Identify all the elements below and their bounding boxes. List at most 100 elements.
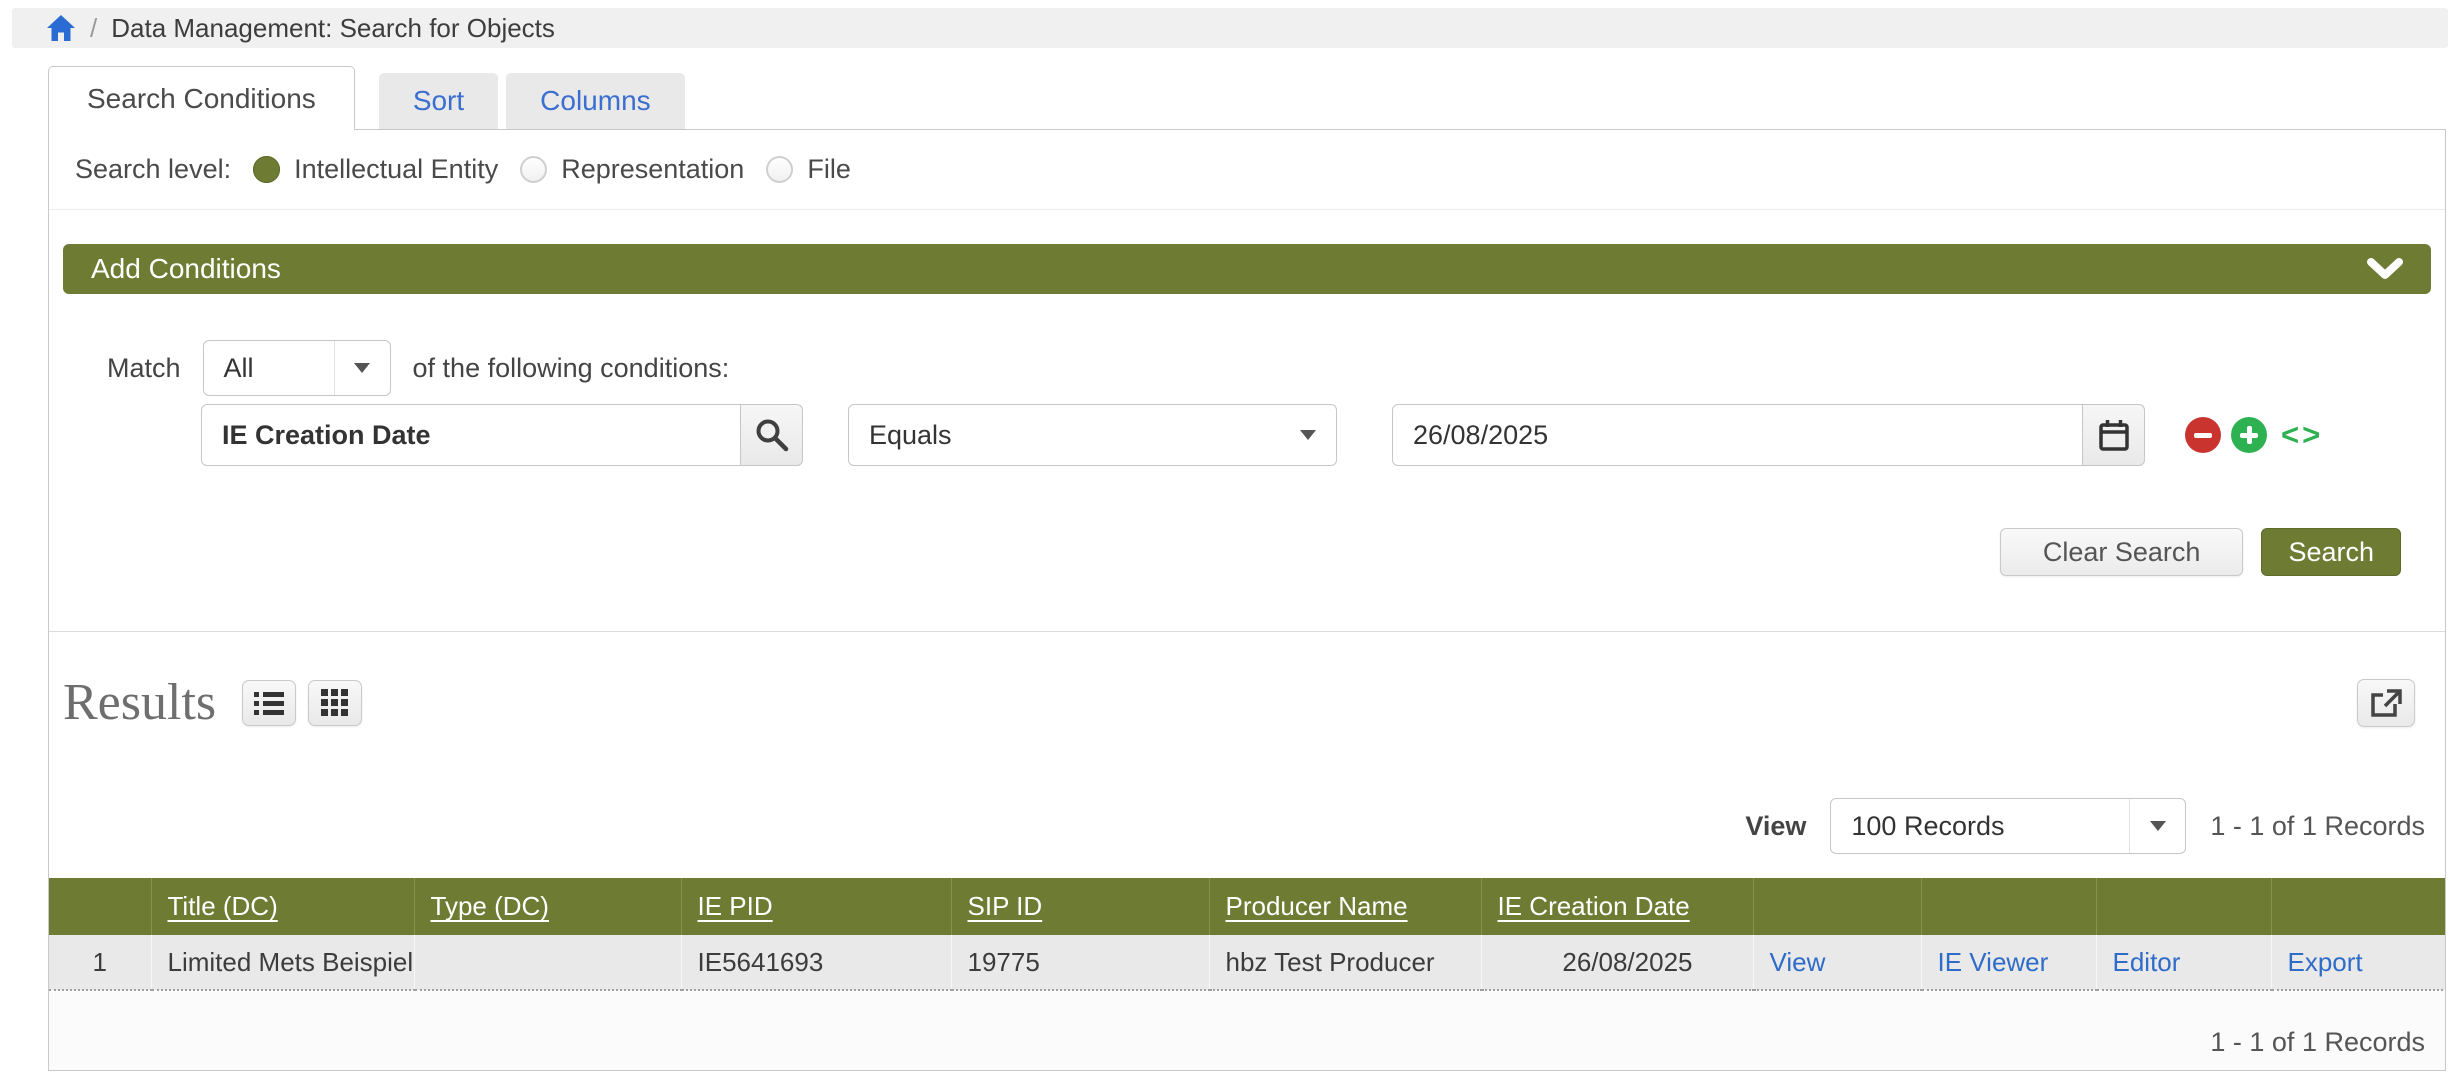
match-select-value: All	[223, 352, 254, 383]
results-heading: Results	[63, 674, 217, 731]
search-panel: Search level: Intellectual Entity Repres…	[48, 129, 2446, 1071]
breadcrumb-separator: /	[90, 12, 98, 43]
records-per-page-value: 100 Records	[1851, 810, 2005, 841]
radio-file[interactable]: File	[766, 154, 851, 185]
dropdown-caret-zone[interactable]	[2129, 799, 2185, 853]
tab-sort[interactable]: Sort	[378, 73, 499, 129]
col-sip-id[interactable]: SIP ID	[951, 878, 1210, 935]
tab-search-conditions[interactable]: Search Conditions	[48, 66, 355, 130]
operator-select[interactable]: Equals	[848, 404, 1337, 466]
cell-action-ie-viewer: IE Viewer	[1921, 935, 2097, 991]
results-view-toggle	[242, 680, 363, 726]
match-label: Match	[107, 352, 181, 383]
editor-link[interactable]: Editor	[2112, 946, 2181, 977]
search-button[interactable]: Search	[2261, 528, 2401, 576]
cell-action-export: Export	[2271, 935, 2445, 991]
list-icon	[254, 692, 285, 715]
condition-field-input[interactable]	[201, 404, 741, 466]
cell-title: Limited Mets Beispiel	[151, 935, 415, 991]
chevron-down-icon[interactable]	[2367, 258, 2403, 280]
export-link[interactable]: Export	[2287, 946, 2363, 977]
cell-type	[414, 935, 682, 991]
condition-row-actions: <>	[2185, 417, 2323, 453]
plus-icon	[2240, 426, 2258, 444]
results-section: Results	[48, 631, 2445, 1070]
add-conditions-header[interactable]: Add Conditions	[63, 244, 2431, 294]
records-count-bottom: 1 - 1 of 1 Records	[2210, 1027, 2425, 1057]
table-row: 1 Limited Mets Beispiel IE5641693 19775 …	[49, 935, 2445, 991]
results-table: Title (DC) Type (DC) IE PID SIP ID Produ…	[49, 878, 2445, 991]
cell-action-view: View	[1753, 935, 1922, 991]
add-conditions-title: Add Conditions	[91, 253, 281, 284]
condition-row: Equals	[201, 404, 2431, 466]
col-producer-name[interactable]: Producer Name	[1209, 878, 1482, 935]
code-view-icon[interactable]: <>	[2281, 417, 2324, 452]
match-suffix: of the following conditions:	[412, 352, 730, 383]
cell-sip-id: 19775	[951, 935, 1210, 991]
cell-ie-pid: IE5641693	[681, 935, 952, 991]
results-collapse-handle[interactable]	[48, 633, 49, 682]
col-action-editor	[2096, 878, 2272, 935]
share-arrow-icon	[2371, 689, 2402, 717]
list-view-button[interactable]	[242, 680, 297, 726]
date-input-group	[1392, 404, 2145, 466]
operator-select-value: Equals	[869, 419, 952, 450]
tab-sort-label: Sort	[412, 85, 465, 116]
ie-viewer-link[interactable]: IE Viewer	[1937, 946, 2049, 977]
col-action-view	[1753, 878, 1922, 935]
records-per-page-select[interactable]: 100 Records	[1830, 798, 2187, 854]
grid-view-button[interactable]	[308, 680, 363, 726]
date-picker-button[interactable]	[2083, 404, 2145, 466]
radio-unselected-icon[interactable]	[520, 156, 548, 183]
radio-selected-icon[interactable]	[253, 156, 281, 183]
radio-file-label: File	[807, 154, 851, 184]
match-row: Match All of the following conditions:	[107, 340, 2431, 396]
table-header-row: Title (DC) Type (DC) IE PID SIP ID Produ…	[49, 878, 2445, 935]
tab-bar: Search Conditions Sort Columns	[48, 66, 2446, 130]
dropdown-caret-zone[interactable]	[333, 341, 390, 395]
radio-unselected-icon[interactable]	[766, 156, 794, 183]
caret-down-icon	[2149, 821, 2166, 831]
clear-search-button[interactable]: Clear Search	[1999, 528, 2244, 576]
search-level-row: Search level: Intellectual Entity Repres…	[49, 130, 2445, 210]
search-level-label: Search level:	[75, 154, 232, 184]
caret-down-icon	[1300, 430, 1316, 440]
add-condition-button[interactable]	[2231, 417, 2267, 453]
tab-search-conditions-label: Search Conditions	[87, 82, 316, 114]
records-count-top: 1 - 1 of 1 Records	[2210, 810, 2425, 841]
radio-intellectual-entity[interactable]: Intellectual Entity	[253, 154, 498, 185]
radio-representation-label: Representation	[561, 154, 745, 184]
results-header: Results	[49, 632, 2445, 734]
match-select[interactable]: All	[202, 340, 391, 396]
radio-intellectual-entity-label: Intellectual Entity	[294, 154, 499, 184]
magnifier-icon	[756, 419, 788, 452]
view-row: View 100 Records 1 - 1 of 1 Records	[49, 798, 2445, 878]
cell-action-editor: Editor	[2096, 935, 2272, 991]
conditions-area: Add Conditions Match All of the followin…	[49, 210, 2445, 631]
condition-date-input[interactable]	[1392, 404, 2083, 466]
home-icon	[47, 15, 75, 41]
results-footer: 1 - 1 of 1 Records	[49, 991, 2445, 1070]
field-input-group	[201, 404, 803, 466]
view-label: View	[1745, 810, 1807, 841]
page-title: Data Management: Search for Objects	[111, 12, 555, 43]
col-ie-creation-date[interactable]: IE Creation Date	[1481, 878, 1754, 935]
cell-ie-creation-date: 26/08/2025	[1481, 935, 1754, 991]
field-lookup-button[interactable]	[741, 404, 803, 466]
tab-columns[interactable]: Columns	[506, 73, 685, 129]
col-row-number	[49, 878, 152, 935]
col-type-dc[interactable]: Type (DC)	[414, 878, 682, 935]
col-title-dc[interactable]: Title (DC)	[151, 878, 415, 935]
grid-icon	[321, 689, 349, 716]
radio-representation[interactable]: Representation	[520, 154, 744, 185]
dropdown-caret-zone[interactable]	[1280, 405, 1336, 465]
col-action-ie-viewer	[1921, 878, 2097, 935]
col-ie-pid[interactable]: IE PID	[681, 878, 952, 935]
remove-condition-button[interactable]	[2185, 417, 2221, 453]
caret-down-icon	[354, 363, 371, 373]
cell-row-number: 1	[49, 935, 152, 991]
export-results-button[interactable]	[2357, 679, 2415, 727]
home-button[interactable]	[46, 14, 76, 42]
breadcrumb: / Data Management: Search for Objects	[12, 8, 2448, 48]
view-link[interactable]: View	[1769, 946, 1826, 977]
